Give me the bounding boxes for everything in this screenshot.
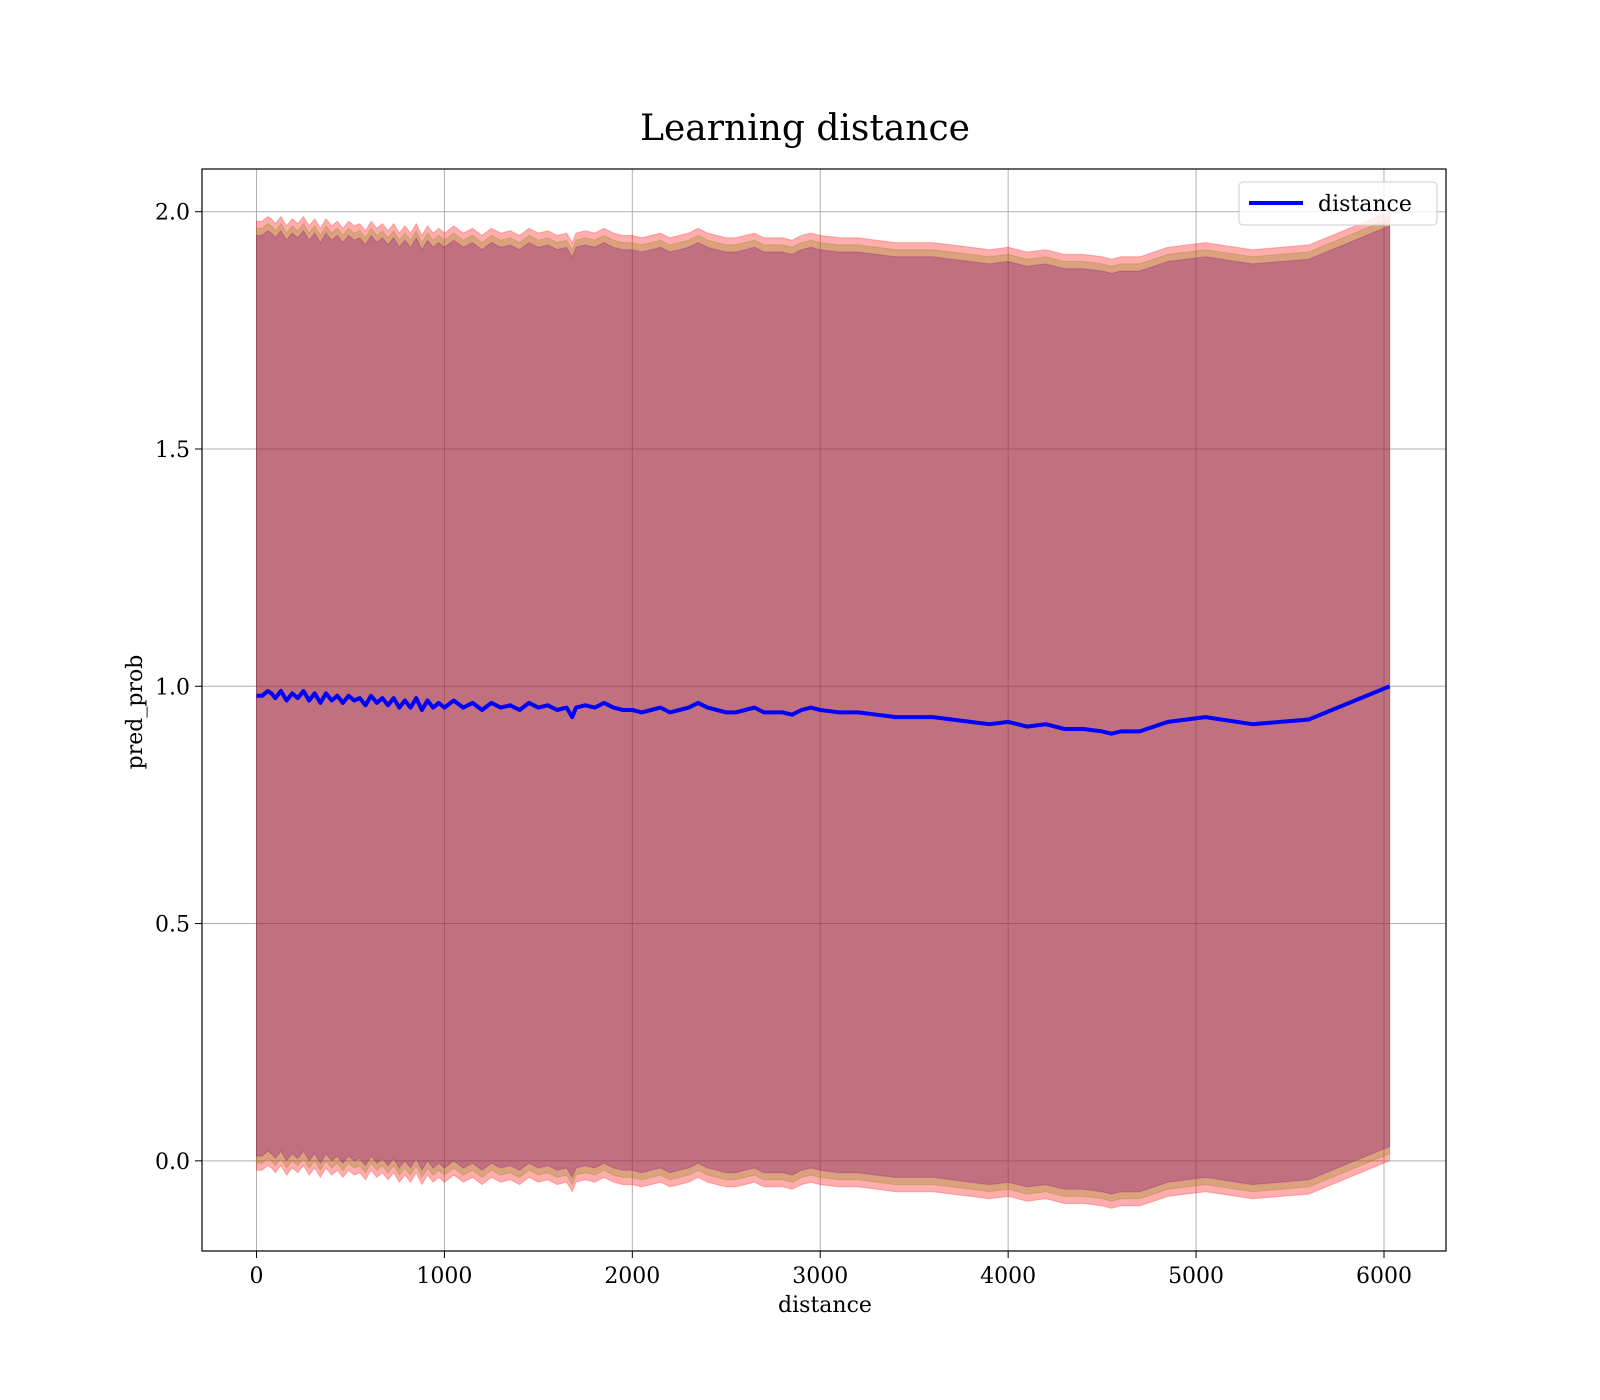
- x-axis-label: distance: [778, 1293, 872, 1318]
- plot-frame: [201, 168, 1447, 1252]
- x-tick-label: 4000: [980, 1264, 1036, 1289]
- x-tick-label: 5000: [1168, 1264, 1224, 1289]
- legend: distance: [1238, 181, 1438, 226]
- x-tick-label: 6000: [1356, 1264, 1412, 1289]
- legend-label-distance: distance: [1318, 192, 1412, 217]
- series-line-distance: [256, 684, 1391, 736]
- y-tick-label: 0.0: [155, 1150, 190, 1175]
- x-tick-label: 2000: [604, 1264, 660, 1289]
- x-tick-label: 1000: [416, 1264, 472, 1289]
- y-tick-label: 2.0: [155, 201, 190, 226]
- y-axis-label: pred_prob: [123, 655, 148, 770]
- y-tick-label: 1.5: [155, 438, 190, 463]
- legend-box: [1238, 181, 1438, 226]
- series-lines: [256, 684, 1391, 736]
- y-tick-label: 0.5: [155, 913, 190, 938]
- x-tick-label: 0: [249, 1264, 263, 1289]
- y-axis-ticks: 0.0 0.5 1.0 1.5 2.0: [155, 201, 202, 1175]
- x-axis-ticks: 0 1000 2000 3000 4000 5000 6000: [249, 1251, 1412, 1289]
- y-tick-label: 1.0: [155, 675, 190, 700]
- x-tick-label: 3000: [792, 1264, 848, 1289]
- chart-title: Learning distance: [640, 108, 970, 149]
